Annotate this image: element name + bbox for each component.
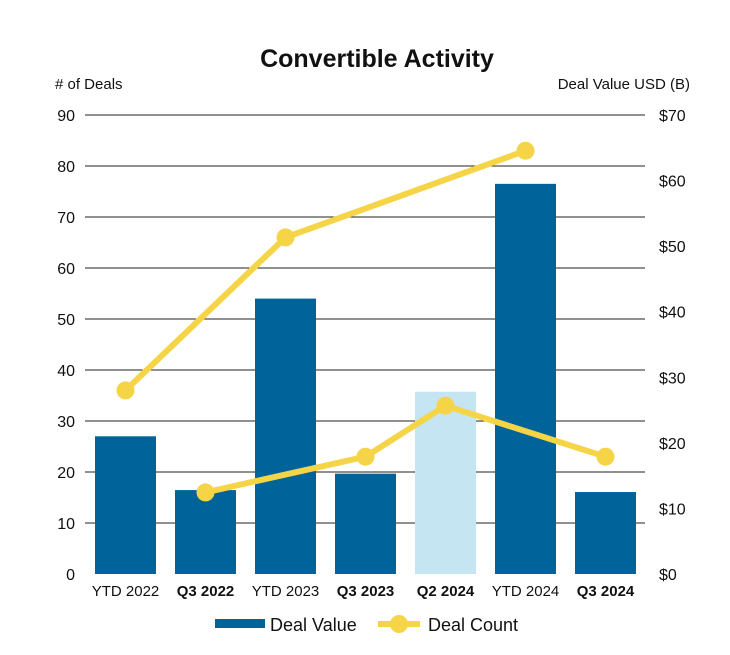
point-ytd-2022 <box>116 381 135 400</box>
category-label-q3-2023: Q3 2023 <box>337 583 395 600</box>
legend-deal-count-marker <box>390 615 408 633</box>
deal-count-line-1 <box>122 147 529 394</box>
bar-q3-2024 <box>575 492 636 574</box>
point-ytd-2024 <box>516 141 535 160</box>
left-tick-label: 80 <box>57 159 75 176</box>
category-label-ytd-2022: YTD 2022 <box>92 583 160 600</box>
point-q3-2023 <box>356 447 375 466</box>
bar-ytd-2023 <box>255 298 316 574</box>
right-tick-label: $40 <box>659 305 686 322</box>
gridlines <box>85 114 645 524</box>
left-tick-label: 20 <box>57 465 75 482</box>
left-tick-label: 90 <box>57 108 75 125</box>
left-tick-label: 10 <box>57 516 75 533</box>
category-label-ytd-2023: YTD 2023 <box>252 583 320 600</box>
right-tick-label: $20 <box>659 436 686 453</box>
category-label-q2-2024: Q2 2024 <box>417 583 475 600</box>
left-tick-label: 60 <box>57 261 75 278</box>
left-tick-label: 30 <box>57 414 75 431</box>
legend-deal-value-label: Deal Value <box>270 615 357 635</box>
right-tick-label: $10 <box>659 501 686 518</box>
right-tick-label: $30 <box>659 370 686 387</box>
bar-ytd-2022 <box>95 436 156 574</box>
left-tick-label: 50 <box>57 312 75 329</box>
right-tick-label: $70 <box>659 108 686 125</box>
category-label-ytd-2024: YTD 2024 <box>492 583 560 600</box>
legend: Deal Value Deal Count <box>215 615 518 635</box>
left-tick-label: 70 <box>57 210 75 227</box>
point-q3-2022 <box>196 483 215 502</box>
bar-ytd-2024 <box>495 183 556 574</box>
legend-deal-value-swatch <box>215 619 265 628</box>
point-ytd-2023 <box>276 228 295 247</box>
category-labels: YTD 2022 Q3 2022 YTD 2023 Q3 2023 Q2 2024 YTD… <box>92 583 635 600</box>
right-tick-label: $50 <box>659 239 686 256</box>
point-q2-2024 <box>436 396 455 415</box>
left-axis-title: # of Deals <box>55 76 123 93</box>
legend-deal-count-label: Deal Count <box>428 615 518 635</box>
right-axis-title: Deal Value USD (B) <box>558 76 690 93</box>
left-tick-label: 0 <box>66 567 75 584</box>
bar-q3-2022 <box>175 490 236 574</box>
category-label-q3-2024: Q3 2024 <box>577 583 635 600</box>
right-tick-label: $60 <box>659 174 686 191</box>
category-label-q3-2022: Q3 2022 <box>177 583 235 600</box>
deal-count-line-2 <box>202 402 609 496</box>
left-axis-ticks: 0 10 20 30 40 50 60 70 80 90 <box>57 108 75 584</box>
left-tick-label: 40 <box>57 363 75 380</box>
bar-q3-2023 <box>335 473 396 574</box>
point-q3-2024 <box>596 447 615 466</box>
right-tick-label: $0 <box>659 567 677 584</box>
chart-title: Convertible Activity <box>260 45 494 73</box>
deal-value-bars <box>95 183 636 574</box>
deal-count-lines <box>116 141 615 502</box>
right-axis-ticks: $0 $10 $20 $30 $40 $50 $60 $70 <box>659 108 686 584</box>
